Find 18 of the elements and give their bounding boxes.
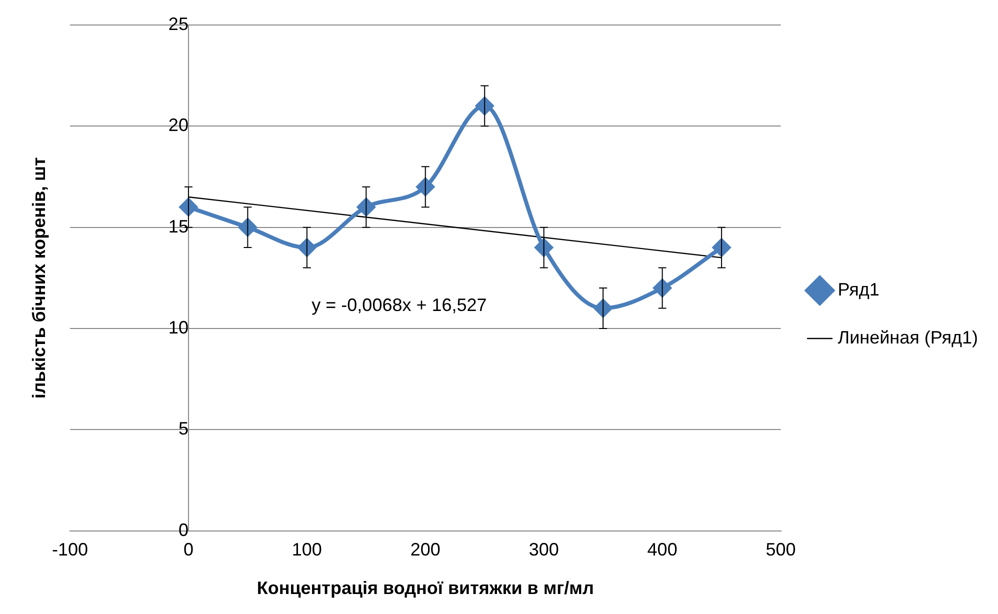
x-tick-label: 400 <box>647 540 678 560</box>
y-axis-title: ількість бічних коренів, шт <box>28 156 49 399</box>
y-tick-label: 5 <box>178 418 188 439</box>
legend-label: Ряд1 <box>838 279 880 300</box>
y-tick-label: 10 <box>168 317 188 338</box>
x-tick-label: -100 <box>52 540 88 560</box>
x-tick-label: 100 <box>292 540 322 560</box>
point <box>179 198 198 216</box>
x-tick-label: 500 <box>766 540 796 560</box>
y-tick-label: 0 <box>178 520 188 540</box>
x-tick-label: 300 <box>528 540 559 560</box>
y-tick-label: 15 <box>168 216 188 236</box>
y-tick-label: 20 <box>168 115 188 136</box>
x-tick-label: 200 <box>410 540 440 560</box>
y-tick-label: 25 <box>168 14 188 34</box>
legend-label: Линейная (Ряд1) <box>838 327 978 348</box>
annotation: y = -0,0068x + 16,527 <box>312 294 487 315</box>
x-axis-title: Концентрація водної витяжки в мг/мл <box>256 578 594 598</box>
